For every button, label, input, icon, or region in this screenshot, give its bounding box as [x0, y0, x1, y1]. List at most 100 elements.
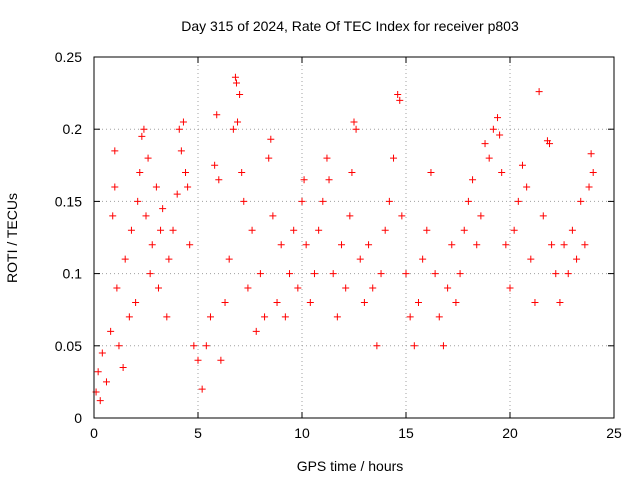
data-point: [560, 241, 568, 249]
data-point: [423, 226, 431, 234]
data-point: [127, 226, 135, 234]
data-point: [518, 161, 526, 169]
data-point: [527, 255, 535, 263]
data-point: [231, 73, 239, 81]
data-point: [215, 176, 223, 184]
data-point: [444, 284, 452, 292]
data-point: [269, 212, 277, 220]
data-point: [236, 91, 244, 99]
x-tick-label: 20: [502, 425, 518, 441]
data-point: [564, 270, 572, 278]
y-tick-label: 0: [74, 410, 82, 426]
y-tick-label: 0.15: [55, 193, 82, 209]
data-point: [140, 125, 148, 133]
data-point: [121, 255, 129, 263]
data-point: [369, 284, 377, 292]
data-point: [414, 298, 422, 306]
data-point: [333, 313, 341, 321]
data-point: [514, 197, 522, 205]
data-point: [107, 327, 115, 335]
data-point: [419, 255, 427, 263]
data-point: [111, 183, 119, 191]
data-point: [456, 270, 464, 278]
y-tick-label: 0.25: [55, 49, 82, 65]
data-point: [402, 270, 410, 278]
data-point: [146, 270, 154, 278]
data-point: [94, 368, 102, 376]
data-point: [98, 349, 106, 357]
data-point: [163, 313, 171, 321]
data-point: [177, 147, 185, 155]
data-point: [300, 176, 308, 184]
data-point: [385, 197, 393, 205]
y-axis-label: ROTI / TECUs: [4, 193, 20, 283]
data-point: [587, 150, 595, 158]
data-point: [481, 140, 489, 148]
data-point: [585, 183, 593, 191]
data-point: [198, 385, 206, 393]
data-point: [556, 298, 564, 306]
data-point: [546, 140, 554, 148]
y-tick-label: 0.1: [63, 266, 83, 282]
data-point: [261, 313, 269, 321]
data-point: [142, 212, 150, 220]
data-point: [581, 241, 589, 249]
data-point: [234, 118, 242, 126]
data-point: [173, 190, 181, 198]
data-point: [485, 154, 493, 162]
data-point: [306, 298, 314, 306]
data-point: [469, 176, 477, 184]
data-point: [232, 79, 240, 87]
data-point: [338, 241, 346, 249]
data-point: [477, 212, 485, 220]
data-point: [396, 96, 404, 104]
data-point: [464, 197, 472, 205]
data-point: [157, 226, 165, 234]
y-tick-label: 0.05: [55, 338, 82, 354]
data-point: [552, 270, 560, 278]
data-point: [96, 397, 104, 405]
data-point: [294, 284, 302, 292]
data-point: [342, 284, 350, 292]
data-point: [325, 176, 333, 184]
data-point: [252, 327, 260, 335]
data-point: [348, 169, 356, 177]
axis-ticks: [93, 56, 615, 419]
data-point: [494, 114, 502, 122]
data-point: [165, 255, 173, 263]
data-point: [125, 313, 133, 321]
data-point: [202, 342, 210, 350]
x-tick-label: 0: [90, 425, 98, 441]
data-point: [498, 169, 506, 177]
data-point: [175, 125, 183, 133]
data-point: [186, 241, 194, 249]
data-point: [248, 226, 256, 234]
x-axis-tick-labels: 0 5 10 15 20 25: [90, 425, 622, 441]
data-point: [119, 363, 127, 371]
data-point: [102, 378, 110, 386]
data-point: [134, 197, 142, 205]
data-point: [290, 226, 298, 234]
data-point: [194, 356, 202, 364]
grid-lines: [94, 57, 614, 418]
data-point: [398, 212, 406, 220]
data-point: [281, 313, 289, 321]
data-point: [113, 284, 121, 292]
data-point: [217, 356, 225, 364]
data-point: [448, 241, 456, 249]
data-point: [452, 298, 460, 306]
data-point: [159, 205, 167, 213]
data-point: [406, 313, 414, 321]
data-point: [132, 298, 140, 306]
x-tick-label: 5: [194, 425, 202, 441]
data-point: [184, 183, 192, 191]
data-point: [277, 241, 285, 249]
data-point: [138, 132, 146, 140]
data-point: [427, 169, 435, 177]
data-point: [152, 183, 160, 191]
data-point: [206, 313, 214, 321]
data-point: [377, 270, 385, 278]
data-point: [506, 284, 514, 292]
x-axis-label: GPS time / hours: [297, 458, 404, 474]
